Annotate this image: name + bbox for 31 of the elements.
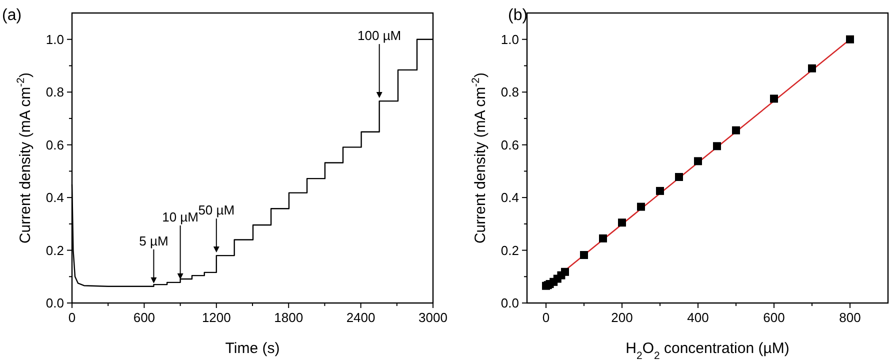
x-axis-title: H$_{2}$O$_{2}$ concentration (µM) xyxy=(626,340,790,362)
x-tick-label: 2400 xyxy=(346,310,376,325)
x-tick-label: 200 xyxy=(611,310,633,325)
annotation: 100 µM xyxy=(358,28,402,44)
x-tick-label: 600 xyxy=(133,310,156,325)
y-tick-label: 0.6 xyxy=(46,137,64,152)
x-tick-label: 600 xyxy=(763,310,785,325)
y-tick-label: 0.8 xyxy=(500,84,519,100)
y-tick-label: 0.2 xyxy=(46,242,64,258)
x-tick-label: 3000 xyxy=(418,310,448,325)
annotation: 5 µM xyxy=(139,233,168,248)
y-tick-label: 0.0 xyxy=(500,296,519,310)
x-tick-label: 800 xyxy=(839,310,861,325)
annotation: 50 µM xyxy=(198,202,235,218)
y-tick-label: 0.4 xyxy=(46,190,64,206)
y-tick-label: 0.4 xyxy=(500,190,519,206)
x-tick-label: 1800 xyxy=(274,310,304,325)
annotation: 10 µM xyxy=(162,209,199,224)
x-tick-label: 0 xyxy=(68,310,76,325)
y-tick-label: 1.0 xyxy=(46,32,64,47)
x-tick-label: 1200 xyxy=(202,310,231,325)
chart-title: (a) xyxy=(2,7,22,24)
x-tick-label: 400 xyxy=(687,310,709,325)
x-tick-label: 0 xyxy=(542,310,550,325)
y-tick-label: 0.0 xyxy=(46,296,64,310)
y-tick-label: 0.8 xyxy=(46,84,64,100)
x-axis-title: Time (s) xyxy=(225,340,280,357)
chart-title: (b) xyxy=(508,7,528,24)
y-tick-label: 0.2 xyxy=(500,242,519,258)
y-tick-label: 1.0 xyxy=(500,32,519,47)
y-tick-label: 0.6 xyxy=(500,137,519,152)
